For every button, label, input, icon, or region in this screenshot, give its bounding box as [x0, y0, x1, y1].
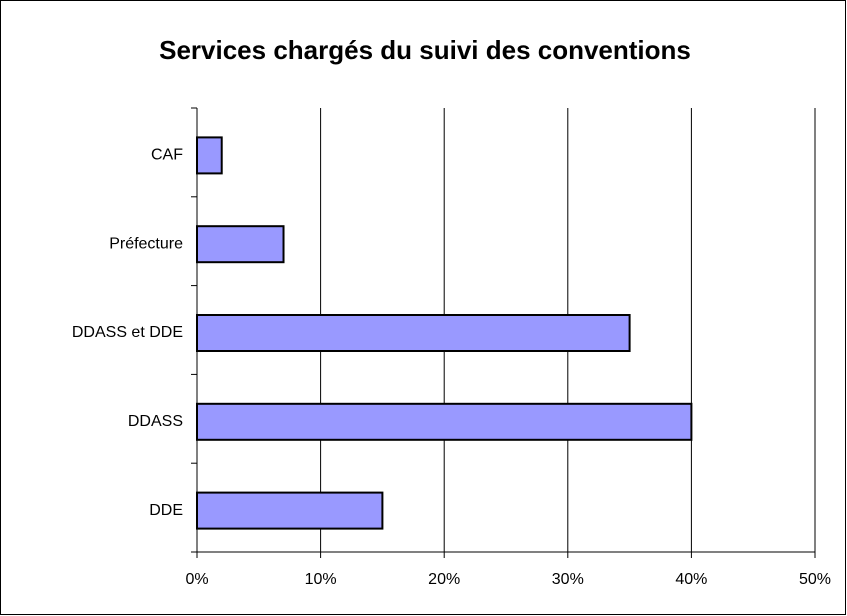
y-tick-label: DDE	[149, 502, 183, 519]
x-tick-label: 0%	[185, 571, 208, 588]
bar	[196, 314, 631, 352]
y-tick-label: DDASS	[128, 413, 183, 430]
bar	[196, 225, 285, 264]
y-tick-label: Préfecture	[109, 235, 183, 252]
bar	[196, 136, 223, 175]
x-tick-label: 20%	[428, 571, 460, 588]
y-tick-label: CAF	[151, 147, 183, 164]
x-tick-label: 10%	[305, 571, 337, 588]
chart-title: Services chargés du suivi des convention…	[159, 35, 691, 65]
x-tick-label: 50%	[799, 571, 831, 588]
bar	[196, 491, 384, 530]
bar	[196, 402, 693, 441]
y-tick-label: DDASS et DDE	[72, 324, 183, 341]
x-tick-label: 30%	[552, 571, 584, 588]
x-tick-label: 40%	[675, 571, 707, 588]
